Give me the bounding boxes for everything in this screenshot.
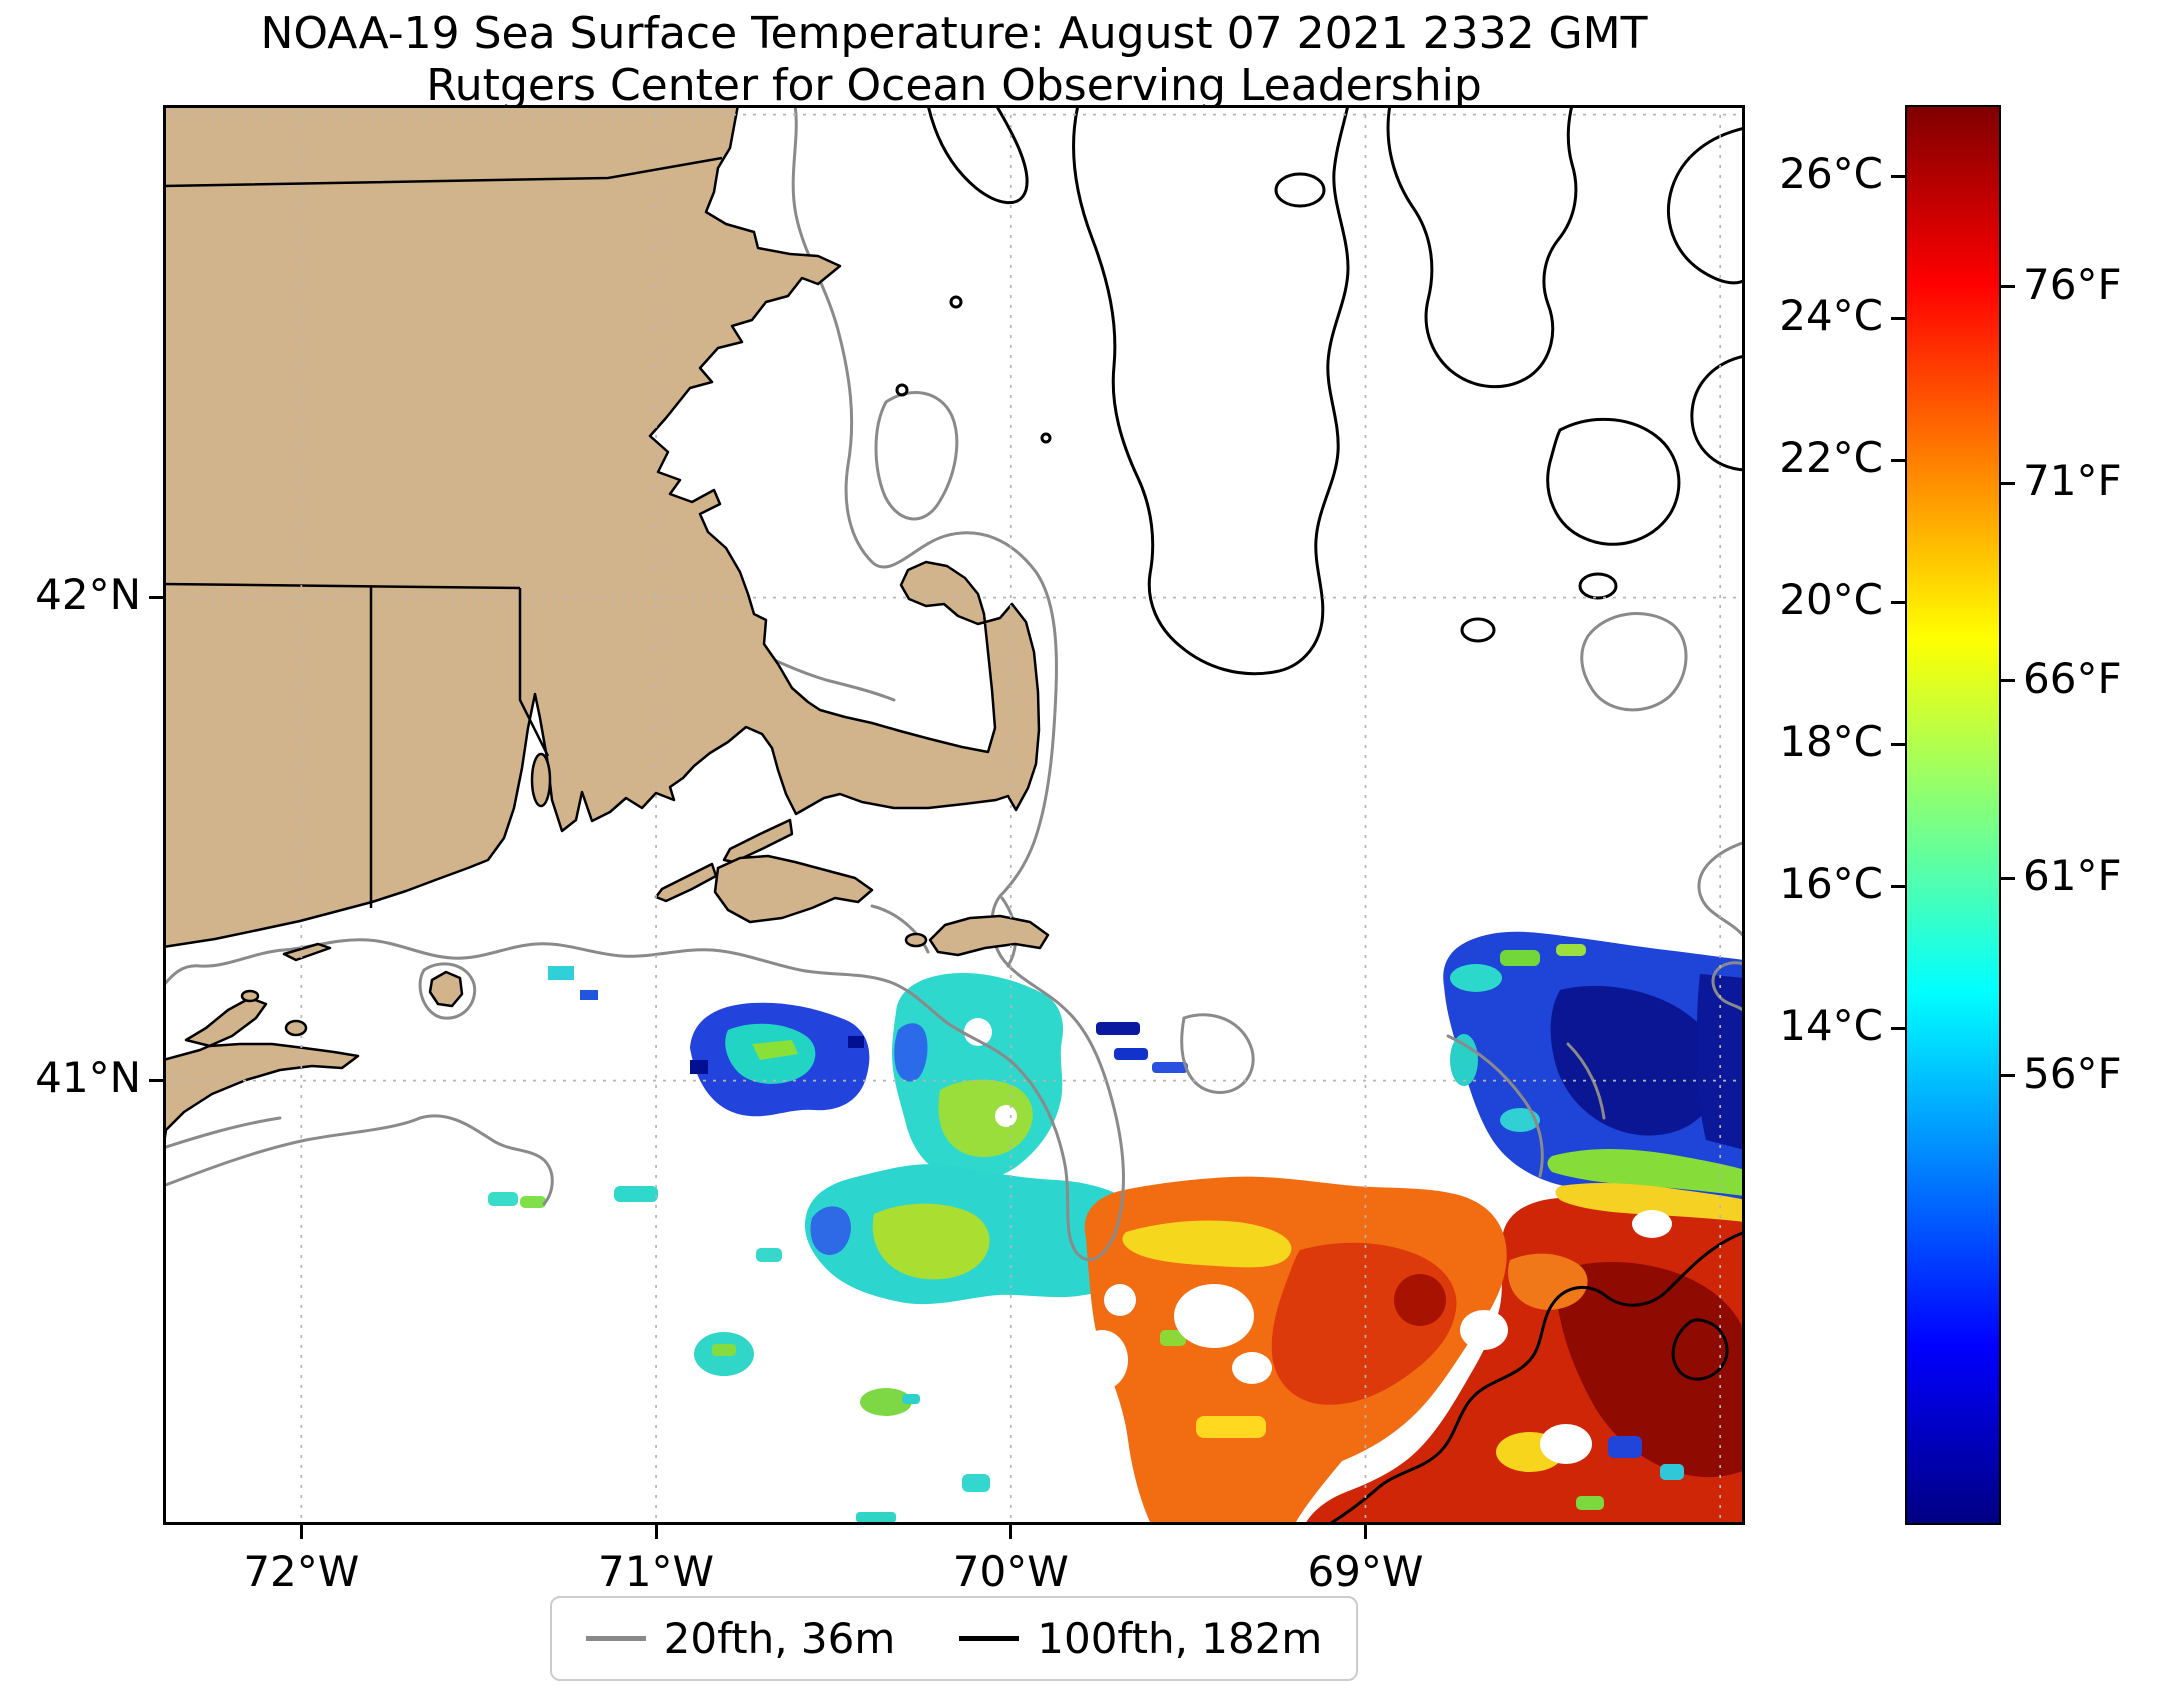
contour-100fth-georges-basin (1546, 417, 1681, 546)
colorbar-label-f-21.67: 71°F (2023, 456, 2122, 506)
colorbar-tick-c-16 (1891, 884, 1905, 888)
colorbar-label-f-24.44: 76°F (2023, 259, 2122, 309)
legend-label-20fth: 20fth, 36m (663, 1614, 896, 1663)
contour-20fth-blockisland-ring (418, 962, 477, 1020)
x-axis-tick-71 (654, 1525, 658, 1539)
legend: 20fth, 36m 100fth, 182m (549, 1596, 1359, 1681)
graticule-layer (163, 105, 1745, 1525)
x-axis-tick-72 (299, 1525, 303, 1539)
legend-label-100fth: 100fth, 182m (1037, 1614, 1323, 1663)
contour-100fth-north-lobe (926, 105, 1029, 205)
colorbar-label-c-24: 24°C (1779, 291, 1883, 340)
contour-100fth-second-lobe (1386, 105, 1578, 389)
gardiners-island (284, 1019, 308, 1037)
contour-20fth-east-edge-1 (1697, 840, 1745, 940)
contour-100fth-jordan-1 (1667, 126, 1745, 285)
figure-title: NOAA-19 Sea Surface Temperature: August … (163, 8, 1745, 112)
contour-20fth-east-cross-1 (1446, 1034, 1544, 1178)
colorbar-label-c-14: 14°C (1779, 1001, 1883, 1050)
border-ma-ct-ri (163, 582, 521, 590)
x-axis-label-72: 72°W (243, 1547, 360, 1596)
contour-100fth-shelf-loop (1671, 1318, 1729, 1381)
colorbar-tick-c-18 (1891, 742, 1905, 746)
colorbar-tick-f-21.67 (2001, 481, 2015, 485)
colorbar-gradient (1907, 107, 1999, 1523)
sst-map (163, 105, 1745, 1525)
legend-container: 20fth, 36m 100fth, 182m (163, 1596, 1745, 1681)
colorbar-label-f-16.11: 61°F (2023, 851, 2122, 901)
x-axis-label-70: 70°W (952, 1547, 1069, 1596)
long-island (163, 996, 360, 1152)
contour-100fth-wilkinson (1072, 105, 1350, 676)
colorbar-label-c-22: 22°C (1779, 433, 1883, 482)
state-borders-layer (163, 156, 723, 908)
legend-item-20fth: 20fth, 36m (585, 1614, 896, 1663)
colorbar-label-c-18: 18°C (1779, 717, 1883, 766)
colorbar (1905, 105, 2001, 1525)
colorbar-label-f-13.33: 56°F (2023, 1048, 2122, 1098)
contour-20fth-longisland-1 (163, 1114, 554, 1206)
marthas-vineyard (713, 854, 874, 924)
contour-100fth-loop-3 (1460, 617, 1496, 643)
islet-3 (1040, 432, 1052, 444)
mainland-new-england (163, 105, 1041, 949)
map-frame (163, 105, 1745, 1525)
block-island (428, 970, 464, 1008)
legend-item-100fth: 100fth, 182m (959, 1614, 1322, 1663)
colorbar-tick-f-24.44 (2001, 285, 2015, 289)
title-line-2: Rutgers Center for Ocean Observing Leade… (426, 59, 1482, 111)
aquidneck-island (530, 752, 552, 808)
colorbar-label-c-20: 20°C (1779, 575, 1883, 624)
y-axis-label-41: 41°N (35, 1052, 141, 1102)
contour-100fth-loop-2 (1578, 572, 1618, 600)
colorbar-tick-f-18.89 (2001, 679, 2015, 683)
elizabeth-islands-2 (654, 862, 718, 903)
border-ma-nh (163, 156, 723, 188)
colorbar-label-c-16: 16°C (1779, 859, 1883, 908)
colorbar-tick-c-20 (1891, 600, 1905, 604)
border-ri-ma-east (518, 588, 550, 757)
plum-island (240, 989, 260, 1003)
x-axis-label-69: 69°W (1307, 1547, 1424, 1596)
contour-100fth-loop-1 (1274, 172, 1326, 208)
contour-100-fathom-layer (895, 105, 1745, 1525)
x-axis-label-71: 71°W (598, 1547, 715, 1596)
fishers-island (282, 942, 332, 962)
colorbar-tick-f-13.33 (2001, 1074, 2015, 1078)
colorbar-tick-c-24 (1891, 316, 1905, 320)
colorbar-tick-c-14 (1891, 1026, 1905, 1030)
x-axis-tick-69 (1363, 1525, 1367, 1539)
contour-20fth-sound-1 (870, 904, 930, 954)
contour-20fth-stellwagen (874, 391, 959, 521)
contour-100fth-shelf-edge (1326, 1230, 1745, 1525)
tuckernuck-island (904, 932, 928, 948)
contour-20fth-east-edge-2 (1711, 961, 1745, 1014)
colorbar-label-c-26: 26°C (1779, 149, 1883, 198)
sst-data-layer (488, 931, 1745, 1525)
contour-20fth-longisland-2 (163, 1116, 282, 1150)
colorbar-tick-c-26 (1891, 174, 1905, 178)
colorbar-tick-c-22 (1891, 458, 1905, 462)
legend-line-100fth-sample (959, 1636, 1020, 1641)
colorbar-tick-f-16.11 (2001, 876, 2015, 880)
x-axis-tick-70 (1009, 1525, 1013, 1539)
islet-2 (895, 383, 909, 397)
title-line-1: NOAA-19 Sea Surface Temperature: August … (260, 8, 1648, 59)
legend-line-20fth-sample (585, 1636, 646, 1641)
y-axis-tick-42 (149, 596, 163, 600)
land-layer (163, 105, 1050, 1152)
elizabeth-islands-1 (722, 818, 794, 864)
islet-1 (949, 295, 963, 309)
contour-20fth-coastal (163, 105, 1125, 1262)
colorbar-label-f-18.89: 66°F (2023, 653, 2122, 703)
y-axis-tick-41 (149, 1079, 163, 1083)
contour-20fth-east-blob (1580, 612, 1688, 712)
nantucket (928, 914, 1050, 957)
contour-20fth-east-cross-2 (1566, 1042, 1606, 1120)
y-axis-label-42: 42°N (35, 569, 141, 619)
contour-100fth-jordan-2 (1690, 354, 1745, 472)
